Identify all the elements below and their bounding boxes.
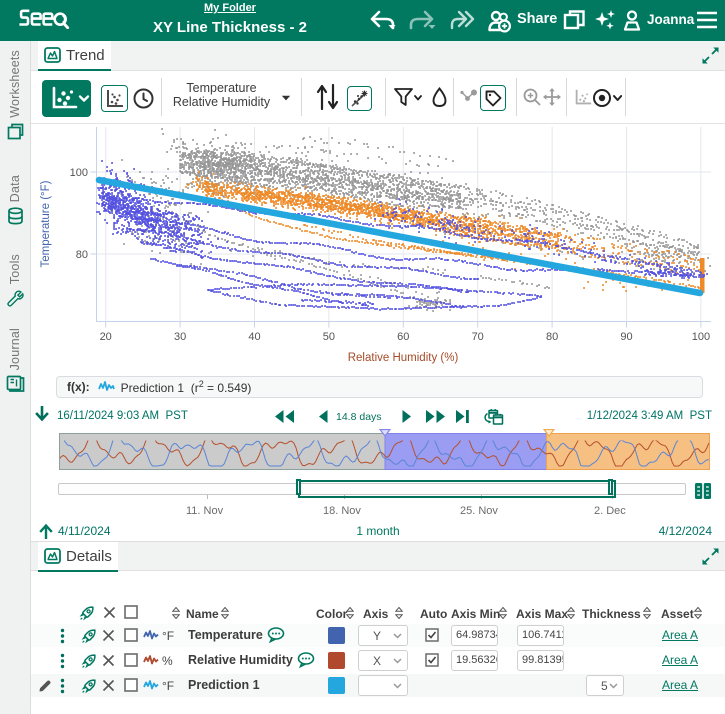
svg-text:Temperature (°F): Temperature (°F) (40, 180, 52, 267)
svg-text:70: 70 (472, 331, 484, 343)
svg-text:20: 20 (100, 331, 112, 343)
svg-text:30: 30 (174, 331, 186, 343)
svg-text:80: 80 (546, 331, 558, 343)
svg-text:50: 50 (323, 331, 335, 343)
svg-text:100: 100 (692, 331, 710, 343)
svg-text:60: 60 (397, 331, 409, 343)
svg-text:80: 80 (76, 249, 88, 261)
svg-text:100: 100 (70, 167, 88, 179)
svg-text:Relative Humidity (%): Relative Humidity (%) (348, 352, 459, 364)
svg-text:90: 90 (620, 331, 632, 343)
svg-text:40: 40 (248, 331, 260, 343)
